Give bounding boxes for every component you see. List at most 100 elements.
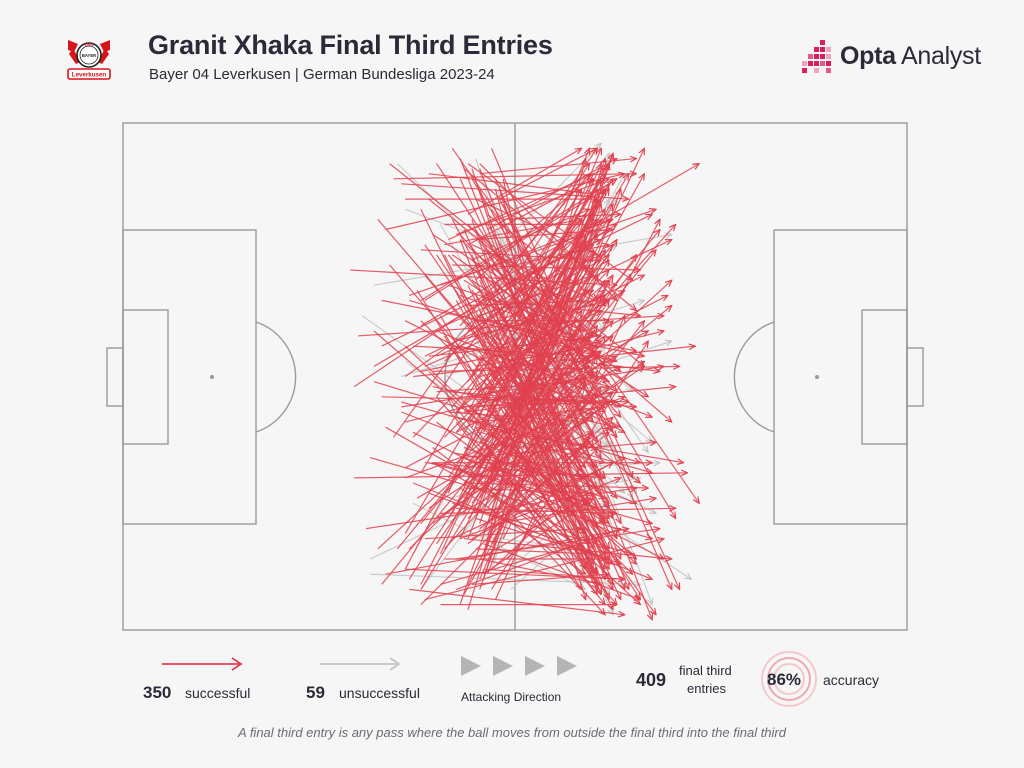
successful-pass-arrow xyxy=(444,219,581,246)
chart-subtitle: Bayer 04 Leverkusen | German Bundesliga … xyxy=(149,66,495,83)
successful-pass-arrow xyxy=(487,214,594,413)
successful-pass-arrow xyxy=(424,529,582,540)
attacking-direction-label: Attacking Direction xyxy=(461,690,562,704)
accuracy-label: accuracy xyxy=(823,672,880,688)
successful-pass-arrow xyxy=(491,412,594,514)
successful-pass-arrow xyxy=(393,148,598,438)
successful-pass-arrow xyxy=(475,355,598,574)
successful-pass-arrow xyxy=(467,310,605,478)
successful-pass-arrow xyxy=(499,148,597,200)
successful-pass-arrow xyxy=(483,250,606,484)
successful-pass-arrow xyxy=(498,198,597,382)
successful-pass-arrow xyxy=(475,548,594,554)
footnote: A final third entry is any pass where th… xyxy=(238,725,786,740)
successful-pass-arrow xyxy=(471,406,590,554)
unsuccessful-label: unsuccessful xyxy=(339,685,420,701)
successful-pass-arrow xyxy=(502,315,605,554)
successful-pass-arrow xyxy=(432,366,680,372)
successful-pass-arrow xyxy=(479,431,606,462)
successful-pass-arrow xyxy=(459,239,672,423)
successful-pass-arrow xyxy=(471,289,601,457)
successful-pass-arrow xyxy=(479,280,609,580)
successful-pass-arrow xyxy=(471,179,601,377)
successful-arrow-key xyxy=(162,657,243,671)
unsuccessful-arrow-key xyxy=(320,657,401,671)
successful-pass-arrow xyxy=(487,213,598,300)
successful-pass-arrow xyxy=(467,260,601,332)
successful-pass-arrow xyxy=(494,188,593,564)
successful-pass-arrow xyxy=(491,375,598,402)
successful-pass-arrow xyxy=(487,370,602,493)
pass-map xyxy=(106,122,924,631)
svg-text:1904: 1904 xyxy=(84,42,94,47)
accuracy-target-icon xyxy=(761,651,817,707)
successful-pass-arrow xyxy=(404,356,617,469)
successful-pass-arrow xyxy=(471,204,613,448)
successful-pass-arrow xyxy=(502,462,605,514)
successful-pass-arrow xyxy=(494,214,585,317)
unsuccessful-count: 59 xyxy=(306,683,325,702)
successful-pass-arrow xyxy=(467,432,609,545)
successful-pass-arrow xyxy=(471,351,601,469)
total-entries-count: 409 xyxy=(636,670,667,690)
brand-name-light: Analyst xyxy=(895,41,981,70)
right-penalty-area xyxy=(773,229,908,525)
right-goal xyxy=(906,347,924,407)
successful-pass-arrow xyxy=(471,331,594,504)
successful-label: successful xyxy=(185,685,251,701)
successful-pass-arrow xyxy=(443,377,605,550)
successful-pass-arrow xyxy=(428,173,594,194)
successful-pass-arrow xyxy=(455,245,613,413)
left-penalty-arc xyxy=(255,321,297,433)
successful-pass-arrow xyxy=(459,174,589,327)
successful-pass-arrow xyxy=(459,487,585,574)
successful-pass-arrow xyxy=(471,209,590,261)
right-penalty-spot xyxy=(815,375,819,379)
right-penalty-arc xyxy=(733,321,775,433)
successful-pass-arrow xyxy=(491,311,602,362)
successful-pass-arrow xyxy=(479,315,598,468)
brand-name-bold: Opta xyxy=(840,41,896,70)
successful-pass-arrow xyxy=(409,588,625,614)
successful-pass-arrow xyxy=(467,223,597,356)
left-penalty-area xyxy=(122,229,257,525)
successful-pass-arrow xyxy=(483,204,602,555)
successful-pass-arrow xyxy=(490,279,594,447)
successful-pass-arrow xyxy=(475,229,594,438)
leverkusen-crest-icon: 1904 BAYER Leverkusen xyxy=(67,40,111,80)
successful-pass-arrow xyxy=(475,290,605,388)
successful-pass-arrow xyxy=(451,219,617,538)
opta-bars-icon xyxy=(802,40,831,73)
successful-pass-arrow xyxy=(487,230,609,301)
successful-pass-arrow xyxy=(436,290,590,357)
successful-pass-arrow xyxy=(467,179,593,246)
successful-passes xyxy=(350,148,699,620)
attacking-direction-icon xyxy=(461,656,577,676)
svg-text:Leverkusen: Leverkusen xyxy=(72,72,107,79)
successful-count: 350 xyxy=(143,683,172,702)
successful-pass-arrow xyxy=(479,279,598,528)
successful-pass-arrow xyxy=(455,331,648,433)
successful-pass-arrow xyxy=(475,269,613,519)
left-penalty-spot xyxy=(210,375,214,379)
left-goal xyxy=(106,347,124,407)
successful-pass-arrow xyxy=(475,174,594,281)
successful-pass-arrow xyxy=(428,370,633,574)
successful-pass-arrow xyxy=(479,159,637,175)
successful-pass-arrow xyxy=(479,340,602,595)
total-entries-label-1: final third xyxy=(679,663,732,678)
successful-pass-arrow xyxy=(365,488,637,530)
successful-pass-arrow xyxy=(447,396,597,595)
svg-text:BAYER: BAYER xyxy=(82,53,96,58)
successful-pass-arrow xyxy=(483,259,594,346)
successful-pass-arrow xyxy=(353,235,581,388)
opta-analyst-logo: Opta Analyst xyxy=(798,38,981,74)
successful-pass-arrow xyxy=(490,270,594,438)
total-entries-label-2: entries xyxy=(687,681,727,696)
successful-pass-arrow xyxy=(381,214,653,347)
successful-pass-arrow xyxy=(487,275,598,575)
chart-title: Granit Xhaka Final Third Entries xyxy=(148,30,553,60)
left-six-yard-box xyxy=(122,309,169,445)
successful-pass-arrow xyxy=(483,387,602,529)
successful-pass-arrow xyxy=(385,529,629,575)
